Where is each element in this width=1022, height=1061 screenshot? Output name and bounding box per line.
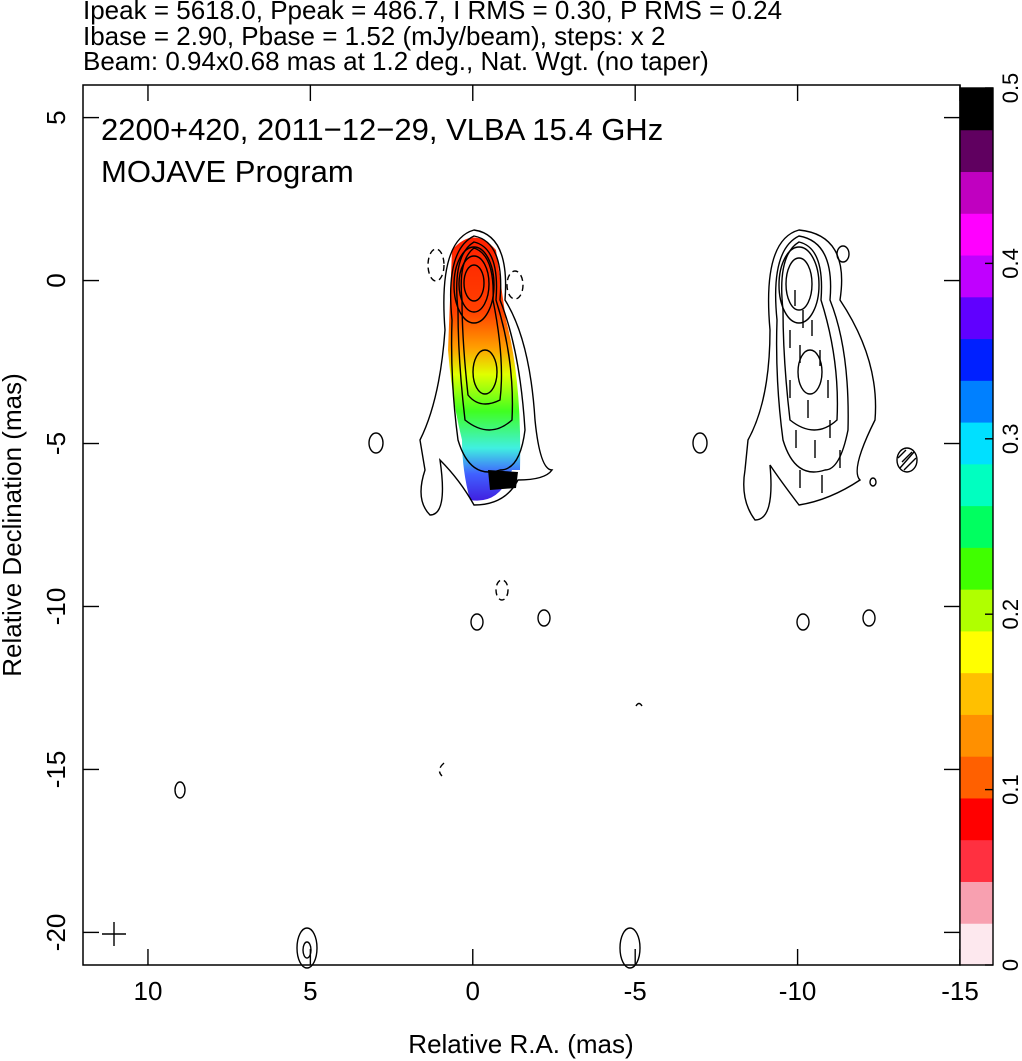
x-tick-label: 0 [466,976,480,1006]
title-line: Ipeak = 5618.0, Ppeak = 486.7, I RMS = 0… [83,0,782,25]
y-tick-label: -15 [41,751,71,789]
colorbar-step [960,630,993,674]
polarization-map [448,237,521,501]
title-line: Beam: 0.94x0.68 mas at 1.2 deg., Nat. Wg… [83,46,709,76]
colorbar-tick-label: 0.2 [998,599,1022,630]
y-tick-label: -20 [41,914,71,952]
x-tick-label: 10 [134,976,163,1006]
colorbar-step [960,463,993,507]
polarization-map [488,470,518,490]
colorbar-step [960,547,993,590]
colorbar-step [960,380,993,423]
colorbar-step [960,839,993,882]
title-line: Ibase = 2.90, Pbase = 1.52 (mJy/beam), s… [83,21,665,51]
colorbar-step [960,923,993,966]
colorbar-step [960,171,993,214]
colorbar-step [960,213,993,256]
colorbar-step [960,296,993,340]
colorbar-step [960,589,993,632]
beam [102,922,126,946]
colorbar-tick-label: 0.5 [998,73,1022,104]
colorbar-tick-label: 0 [998,959,1022,971]
x-tick-label: -10 [779,976,817,1006]
colorbar-step [960,797,993,841]
annotation: MOJAVE Program [101,154,354,189]
colorbar-step [960,338,993,381]
y-tick-label: -10 [41,588,71,626]
annotation: 2200+420, 2011−12−29, VLBA 15.4 GHz [101,112,663,147]
colorbar-step [960,672,993,715]
contours-left [419,229,554,777]
colorbar-step [960,88,993,131]
colorbar-tick-label: 0.4 [998,248,1022,279]
title: Ipeak = 5618.0, Ppeak = 486.7, I RMS = 0… [83,0,782,76]
y-tick-label: -5 [41,432,71,455]
colorbar-step [960,881,993,924]
y-tick-label: 5 [41,110,71,124]
contours-isolated [102,432,876,969]
colorbar-step [960,129,993,173]
x-tick-label: -15 [941,976,979,1006]
y-axis-label: Relative Declination (mas) [0,373,27,676]
plot-frame [82,84,961,966]
x-tick-label: 5 [303,976,317,1006]
colorbar-step [960,756,993,799]
colorbar-step [960,255,993,298]
colorbar-tick-label: 0.1 [998,774,1022,805]
colorbar-step [960,422,993,465]
colorbar-step [960,505,993,548]
x-axis-label: Relative R.A. (mas) [408,1029,633,1059]
x-tick-label: -5 [624,976,647,1006]
colorbar-step [960,714,993,757]
contours-right [743,229,918,521]
y-tick-label: 0 [41,273,71,287]
image [102,229,918,969]
colorbar-tick-label: 0.3 [998,424,1022,455]
colorbar-frame [959,87,994,966]
